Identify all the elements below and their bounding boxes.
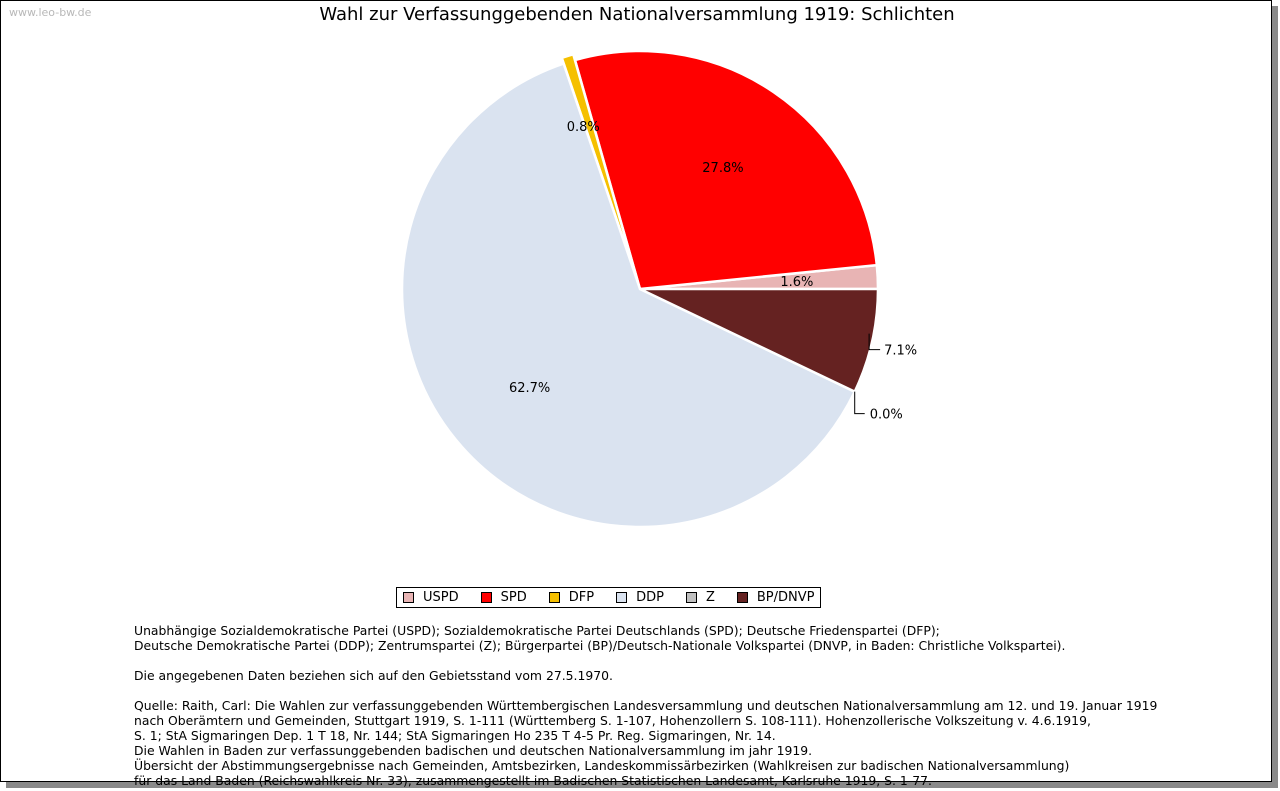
legend-swatch-spd — [480, 592, 492, 603]
territory-note: Die angegebenen Daten beziehen sich auf … — [134, 668, 613, 683]
source-line-2: nach Oberämtern und Gemeinden, Stuttgart… — [134, 713, 1091, 728]
parties-note-line-2: Deutsche Demokratische Partei (DDP); Zen… — [134, 638, 1066, 653]
data-label-z: 0.0% — [870, 408, 903, 423]
pie-slice-spd — [573, 49, 879, 291]
legend-item-uspd: USPD — [403, 590, 459, 605]
source-line-4: Die Wahlen in Baden zur verfassunggebend… — [134, 743, 813, 758]
chart-legend: USPD SPD DFP DDP Z BP/DNVP — [396, 587, 822, 608]
legend-label-spd: SPD — [500, 590, 527, 605]
legend-item-bp-dnvp: BP/DNVP — [736, 590, 815, 605]
chart-title: Wahl zur Verfassunggebenden Nationalvers… — [319, 4, 955, 25]
pie-chart: 1.6% 27.8% 0.8% 62.7% 0.0% 7.1% — [400, 49, 917, 529]
source-line-6: für das Land Baden (Reichswahlkreis Nr. … — [134, 773, 932, 788]
leader-line-bp-dnvp — [868, 333, 881, 351]
legend-swatch-bp-dnvp — [736, 592, 748, 603]
watermark: www.leo-bw.de — [9, 6, 92, 19]
leader-line-z — [854, 391, 865, 415]
legend-swatch-dfp — [548, 592, 560, 603]
parties-note-line-1: Unabhängige Sozialdemokratische Partei (… — [134, 623, 940, 638]
legend-item-ddp: DDP — [616, 590, 664, 605]
source-line-5: Übersicht der Abstimmungsergebnisse nach… — [134, 758, 1070, 773]
data-label-spd: 27.8% — [702, 161, 743, 176]
legend-item-spd: SPD — [480, 590, 527, 605]
legend-swatch-ddp — [616, 592, 628, 603]
legend-label-dfp: DFP — [568, 590, 595, 605]
data-label-bp-dnvp: 7.1% — [884, 344, 917, 359]
legend-label-z: Z — [705, 590, 715, 605]
data-label-uspd: 1.6% — [780, 275, 813, 290]
legend-item-dfp: DFP — [548, 590, 595, 605]
legend-label-uspd: USPD — [423, 590, 459, 605]
legend-swatch-uspd — [403, 592, 414, 603]
legend-item-z: Z — [685, 590, 715, 605]
chart-notes: Unabhängige Sozialdemokratische Partei (… — [134, 623, 1254, 788]
legend-label-bp-dnvp: BP/DNVP — [756, 590, 815, 605]
data-label-dfp: 0.8% — [567, 120, 600, 135]
pie-slice-bp-dnvp — [638, 287, 880, 393]
source-line-3: S. 1; StA Sigmaringen Dep. 1 T 18, Nr. 1… — [134, 728, 776, 743]
source-line-1: Quelle: Raith, Carl: Die Wahlen zur verf… — [134, 698, 1158, 713]
pie-slice-ddp — [400, 62, 856, 529]
legend-label-ddp: DDP — [636, 590, 664, 605]
data-label-ddp: 62.7% — [509, 381, 550, 396]
legend-swatch-z — [685, 592, 697, 603]
